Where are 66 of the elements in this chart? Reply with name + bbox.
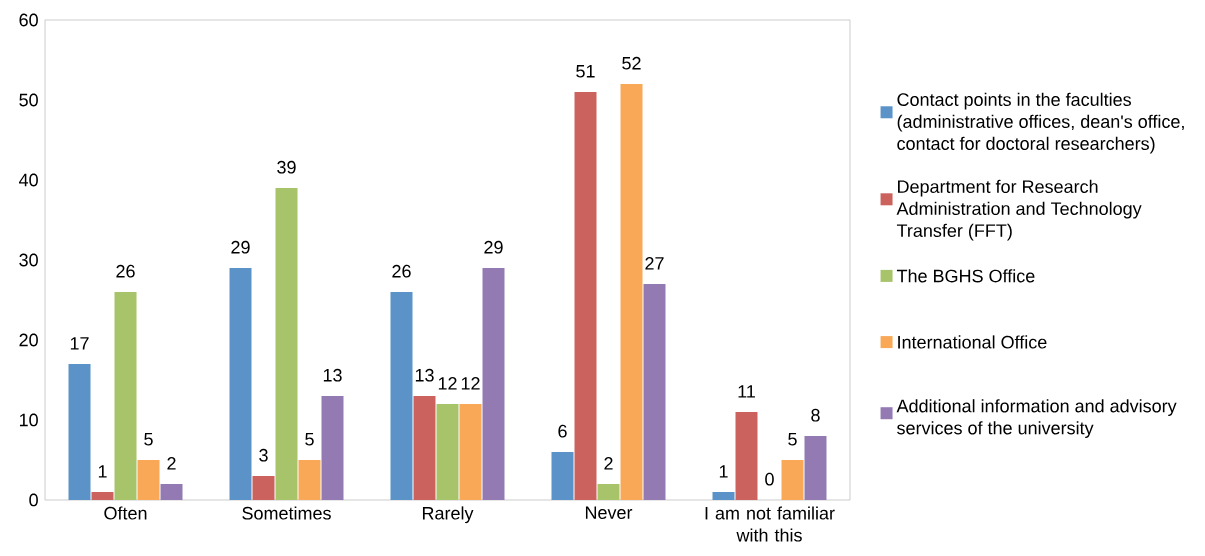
data-label: 1 [719, 465, 728, 478]
data-label: 27 [645, 257, 664, 270]
data-label: 8 [811, 408, 820, 422]
legend-label: Contact points in the faculties (administrative offices, dean's office, contact for doctoral researchers) [897, 92, 1184, 154]
data-label: 2 [604, 457, 613, 470]
data-label: 5 [144, 433, 153, 446]
bar [160, 483, 183, 500]
x-tick-label: Rarely [422, 506, 474, 524]
y-tick-label: 20 [19, 333, 38, 347]
data-label: 6 [558, 424, 567, 438]
data-label: 13 [415, 368, 434, 382]
y-tick-label: 60 [19, 13, 38, 27]
bar [68, 363, 91, 500]
data-label: 5 [305, 433, 314, 446]
legend-label: Additional information and advisory services of the university [896, 399, 1177, 438]
bar [643, 283, 666, 500]
data-label: 29 [484, 240, 503, 254]
data-label: 13 [323, 368, 342, 382]
bar [459, 403, 482, 500]
bar [275, 187, 298, 500]
data-label: 26 [392, 264, 411, 278]
data-label: 26 [116, 264, 135, 278]
bar [482, 268, 505, 500]
bar [574, 92, 597, 500]
bar [597, 483, 620, 500]
y-tick-label: 0 [29, 493, 38, 507]
legend-label: The BGHS Office [896, 269, 1035, 283]
data-label: 39 [277, 160, 296, 174]
y-tick-label: 30 [19, 253, 38, 267]
bar [91, 491, 114, 500]
x-tick-label: Never [585, 506, 633, 519]
y-tick-label: 50 [19, 93, 38, 107]
data-label: 52 [622, 56, 641, 70]
bar [137, 459, 160, 500]
bar [781, 459, 804, 500]
bar [114, 291, 137, 500]
bar [436, 403, 459, 500]
data-label: 3 [259, 448, 268, 462]
data-label: 2 [167, 457, 176, 470]
data-label: 0 [765, 472, 774, 486]
data-label: 17 [70, 337, 89, 350]
legend-label: International Office [898, 335, 1047, 349]
legend-label: Department for Research Administration and Technology Transfer (FFT) [896, 179, 1142, 241]
bar [413, 395, 436, 500]
data-label: 11 [738, 385, 755, 398]
bar [252, 475, 275, 500]
bar [620, 84, 643, 500]
bar [321, 395, 344, 500]
x-tick-label: Often [104, 506, 147, 520]
bar [735, 411, 758, 500]
data-label: 5 [788, 433, 797, 446]
data-label: 12 [438, 377, 457, 390]
y-tick-label: 40 [19, 173, 38, 187]
bar [804, 435, 827, 500]
data-label: 1 [98, 465, 107, 478]
bar [229, 268, 252, 500]
y-tick-label: 10 [19, 413, 38, 427]
x-tick-label: Sometimes [242, 506, 331, 520]
x-tick-label: I am not familiar with this [705, 506, 835, 542]
data-label: 29 [231, 240, 250, 254]
bar [712, 491, 735, 500]
bar [551, 451, 574, 500]
data-label: 12 [461, 377, 480, 390]
bar [298, 459, 321, 500]
data-label: 51 [576, 65, 595, 78]
bar [390, 291, 413, 500]
